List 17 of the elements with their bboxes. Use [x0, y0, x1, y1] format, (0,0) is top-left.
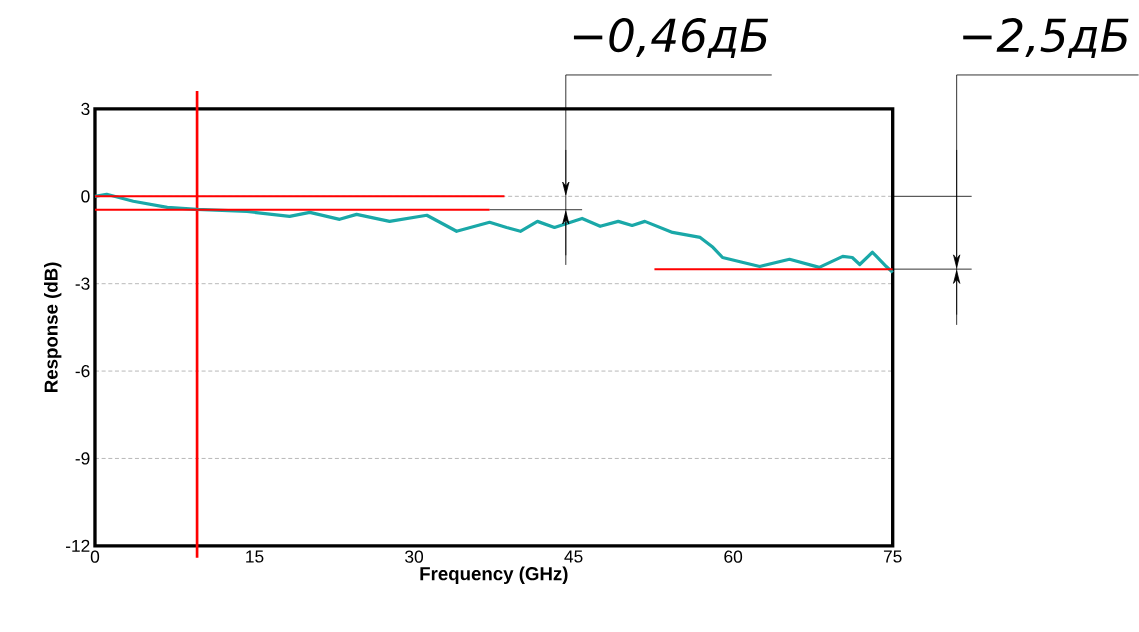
x-tick-label: 75: [883, 550, 902, 563]
x-axis-title: Frequency (GHz): [420, 566, 568, 585]
text: −0,46дБ: [573, 18, 769, 59]
y-tick-label: 3: [81, 102, 90, 116]
y-tick-label: -9: [75, 452, 90, 465]
text: −2,5дБ: [963, 18, 1129, 59]
x-tick-label: 30: [405, 550, 424, 563]
x-tick-label: 60: [724, 550, 743, 563]
x-tick-label: 45: [564, 550, 583, 563]
x-tick-label: 15: [246, 550, 264, 563]
x-tick-label: 0: [90, 550, 100, 563]
y-tick-label: -6: [75, 365, 90, 378]
y-tick-label: 0: [81, 190, 90, 203]
line-series: [93, 192, 895, 275]
y-axis-title: Response (dB): [44, 262, 62, 393]
y-tick-label: -12: [65, 539, 90, 552]
y-tick-label: -3: [75, 277, 90, 290]
